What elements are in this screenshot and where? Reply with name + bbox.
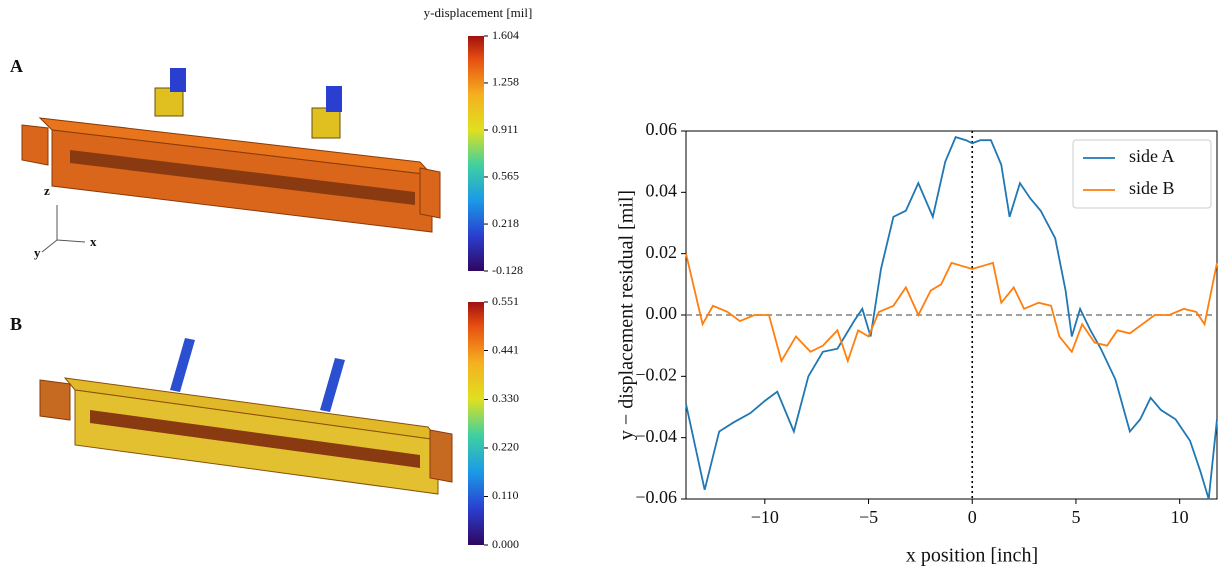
axis-triad-label: z [44,183,50,198]
y-tick-label: 0.00 [646,303,678,323]
y-tick-label: 0.06 [646,119,678,139]
legend-label: side B [1129,178,1175,198]
colorbar-tick-label: 0.218 [492,216,519,230]
colorbar-tick-label: 0.565 [492,169,519,183]
x-axis-label: x position [inch] [906,545,1038,567]
x-tick-label: −5 [859,507,878,527]
colorbar [468,302,484,545]
y-axis-label: y − displacement residual [mil] [616,190,638,440]
x-tick-label: −10 [751,507,779,527]
figure: A B x y z y-displacement [mil] x positio… [0,0,1223,575]
legend-label: side A [1129,146,1175,166]
y-tick-label: −0.06 [635,487,677,507]
colorbar-tick-label: 0.000 [492,537,519,551]
colorbar-tick-label: 0.330 [492,391,519,405]
colorbar-tick-label: 0.911 [492,122,519,136]
y-tick-label: 0.02 [646,242,678,262]
colorbar-title: y-displacement [mil] [424,5,533,20]
colorbar-tick-label: 1.258 [492,75,519,89]
colorbar-tick-label: 0.441 [492,342,519,356]
colorbar-tick-label: 0.110 [492,488,519,502]
panel-label: A [10,56,23,76]
x-tick-label: 10 [1171,507,1189,527]
render-b [40,338,452,494]
y-tick-label: 0.04 [646,180,678,200]
colorbar [468,36,484,271]
x-tick-label: 0 [968,507,977,527]
render-a [22,68,440,252]
y-tick-label: −0.02 [635,364,677,384]
colorbar-tick-label: 0.551 [492,294,519,308]
colorbar-tick-label: -0.128 [492,263,523,277]
y-tick-label: −0.04 [635,426,677,446]
axis-triad-label: y [34,245,41,260]
axis-triad-label: x [90,234,97,249]
colorbar-tick-label: 0.220 [492,440,519,454]
panel-label: B [10,314,22,334]
series-line [686,254,1217,361]
x-tick-label: 5 [1071,507,1080,527]
colorbar-tick-label: 1.604 [492,28,519,42]
